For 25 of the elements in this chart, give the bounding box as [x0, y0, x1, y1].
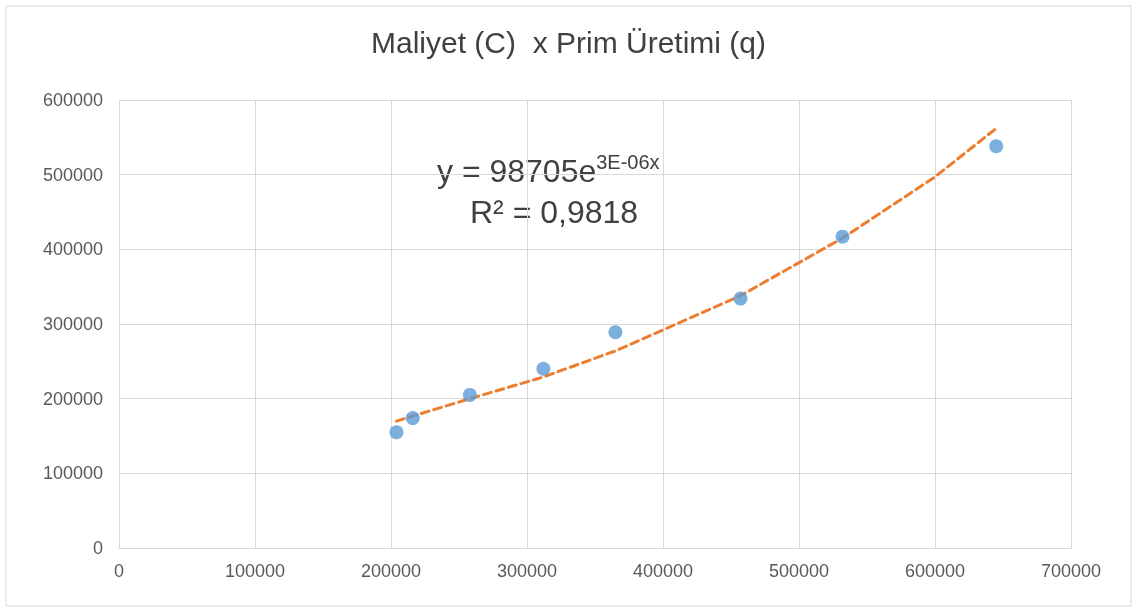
point [462, 387, 477, 402]
x-tick-label: 200000 [360, 561, 422, 581]
y-tick-label: 600000 [42, 90, 103, 110]
x-tick-label: 600000 [904, 561, 966, 581]
x-tick-label: 700000 [1040, 561, 1102, 581]
y-tick-label: 100000 [42, 463, 103, 484]
point [835, 229, 850, 244]
y-tick-label: 200000 [42, 388, 103, 409]
point [608, 325, 623, 340]
line-series [394, 126, 998, 423]
point [536, 361, 551, 376]
x-tick-label: 0 [113, 561, 125, 581]
y-tick-label: 0 [92, 538, 103, 558]
y-tick-label: 500000 [42, 164, 103, 185]
point [389, 425, 404, 440]
x-tick-label: 400000 [632, 561, 694, 581]
point [989, 139, 1004, 154]
y-tick-label: 300000 [42, 314, 103, 334]
point [405, 411, 420, 426]
chart-title: Maliyet (C) x Prim Üretimi (q) [371, 25, 766, 59]
x-tick-label: 100000 [224, 561, 286, 581]
x-tick-label: 300000 [496, 561, 558, 581]
x-tick-label: 500000 [768, 561, 830, 581]
y-tick-label: 400000 [42, 239, 103, 260]
point [733, 291, 748, 306]
